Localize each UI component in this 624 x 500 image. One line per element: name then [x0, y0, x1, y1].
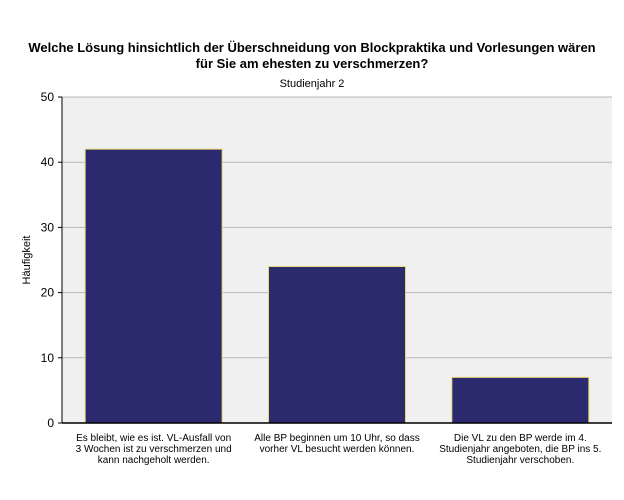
x-tick-label-line: 3 Wochen ist zu verschmerzen und	[75, 444, 232, 455]
x-tick-label-line: Alle BP beginnen um 10 Uhr, so dass	[254, 433, 420, 444]
y-tick-label: 10	[41, 351, 55, 365]
bar	[451, 376, 590, 424]
chart-title-line-1: Welche Lösung hinsichtlich der Überschne…	[28, 40, 596, 55]
chart-title: Welche Lösung hinsichtlich der Überschne…	[0, 40, 624, 72]
x-tick-label: Alle BP beginnen um 10 Uhr, so dass vorhe…	[247, 433, 427, 455]
y-tick-label: 0	[47, 416, 54, 430]
x-tick-label: Die VL zu den BP werde im 4. Studienjahr …	[430, 433, 610, 466]
x-tick-label: Es bleibt, wie es ist. VL-Ausfall von 3 W…	[64, 433, 244, 466]
x-tick-label-line: Es bleibt, wie es ist. VL-Ausfall von	[76, 433, 232, 444]
x-tick-label-line: Die VL zu den BP werde im 4.	[453, 433, 587, 444]
x-tick-label-line: Studienjahr angeboten, die BP ins 5.	[439, 444, 602, 455]
y-tick-label: 30	[41, 220, 55, 234]
bar	[84, 148, 223, 424]
y-tick-label: 40	[41, 155, 55, 169]
x-tick-label-line: vorher VL besucht werden können.	[259, 444, 415, 455]
bar	[268, 266, 406, 424]
y-tick-label: 50	[41, 90, 55, 104]
y-tick-label: 20	[41, 286, 55, 300]
x-tick-label-line: kann nachgeholt werden.	[97, 455, 210, 466]
x-tick-label-line: Studienjahr verschoben.	[466, 455, 575, 466]
chart-title-line-2: für Sie am ehesten zu verschmerzen?	[195, 56, 429, 71]
y-axis-label: Häufigkeit	[21, 236, 33, 285]
chart-subtitle: Studienjahr 2	[279, 78, 345, 90]
